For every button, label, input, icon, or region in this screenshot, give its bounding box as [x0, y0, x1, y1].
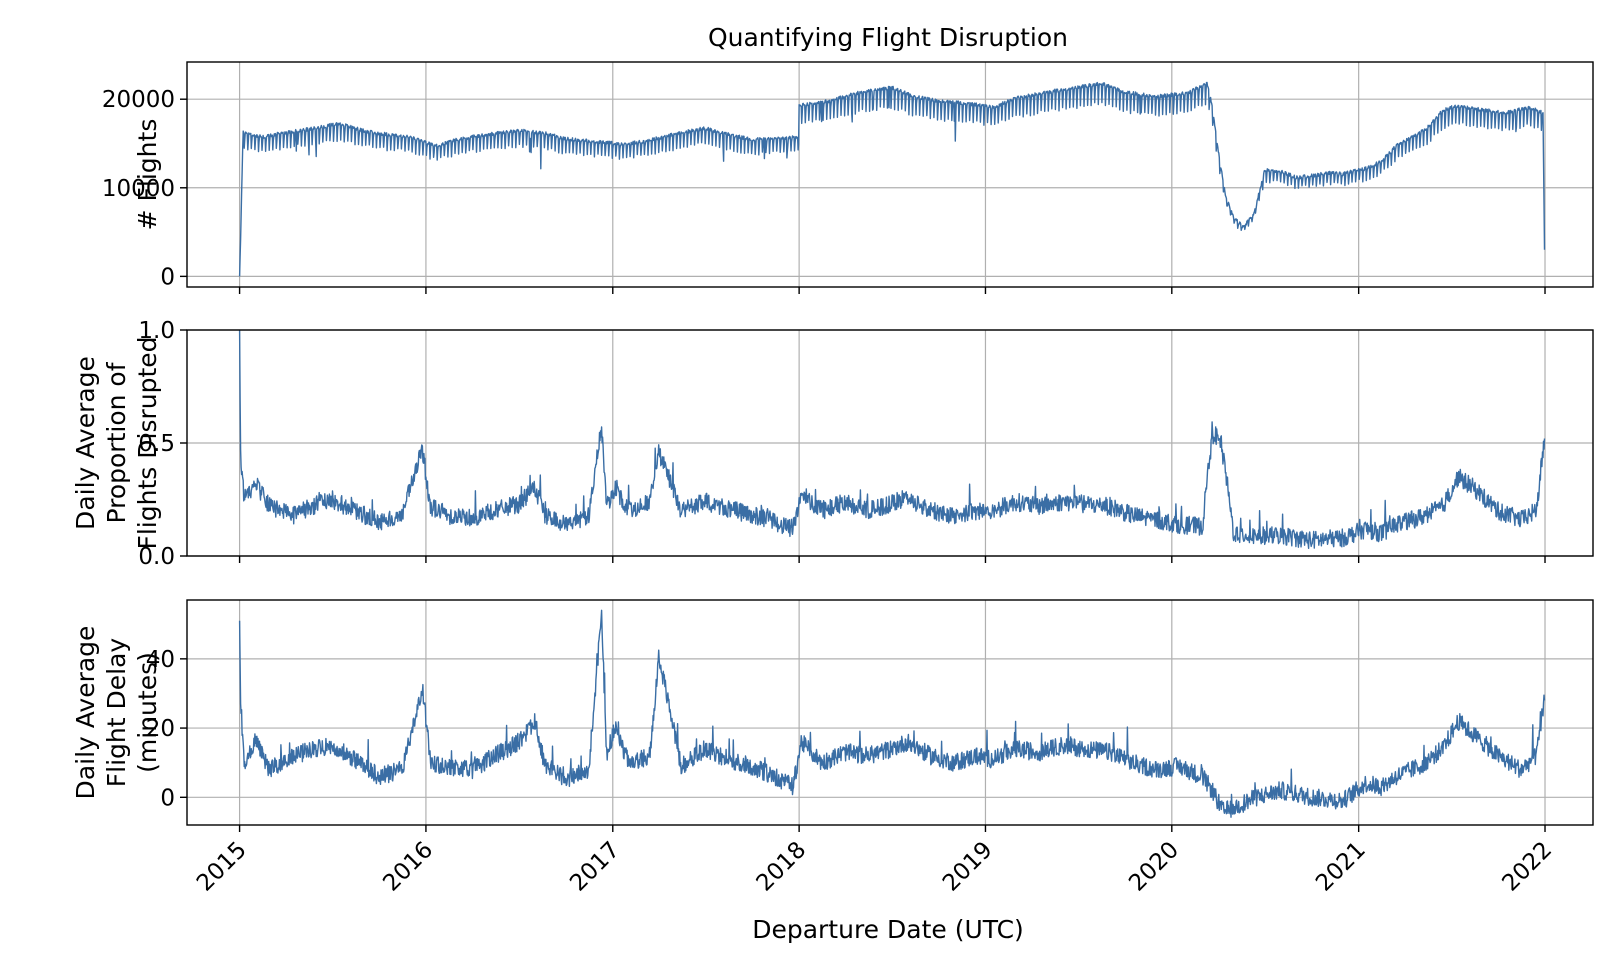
y-axis-label: Daily AverageFlight Delay(minutes) [71, 626, 162, 800]
x-tick-label: 2017 [565, 837, 625, 897]
x-tick-label: 2020 [1124, 837, 1184, 897]
y-axis-label-line: Daily Average [71, 356, 100, 530]
panel-delay: 0 20 40 Daily AverageFlight Delay(minutes) [71, 599, 1594, 832]
x-axis-label: Departure Date (UTC) [752, 915, 1024, 944]
chart-title: Quantifying Flight Disruption [708, 23, 1068, 52]
x-tick-label: 2016 [378, 837, 438, 897]
y-tick-label: 0.0 [138, 544, 175, 570]
y-tick-label: 20000 [102, 87, 175, 113]
y-axis-label: # Flights [133, 119, 162, 231]
x-tick-labels: 2015 2016 2017 2018 2019 2020 2021 2022 [192, 837, 1557, 897]
y-axis-label-line: (minutes) [133, 652, 162, 773]
grid-lines [187, 600, 1593, 825]
axes-frame [186, 599, 1594, 826]
series-line-proportion [238, 329, 1546, 549]
panel-proportion: 0.0 0.5 1.0 Daily AverageProportion ofFlig… [71, 318, 1594, 570]
series-line-delay [238, 609, 1546, 818]
y-axis-label-line: Flights Disrupted [133, 336, 162, 549]
y-tick-label: 20 [146, 716, 175, 742]
y-tick-label: 1.0 [138, 318, 175, 344]
y-axis-label: Daily AverageProportion ofFlights Disrup… [71, 336, 162, 549]
y-tick-label: 40 [146, 647, 175, 673]
series-line-flights [238, 81, 1546, 277]
x-tick-label: 2018 [752, 837, 812, 897]
y-axis-label-line: # Flights [133, 119, 162, 231]
y-axis-label-line: Daily Average [71, 626, 100, 800]
y-tick-labels: 0 10000 20000 [102, 87, 175, 290]
x-tick-label: 2015 [192, 837, 252, 897]
x-tick-label: 2019 [938, 837, 998, 897]
grid-lines [187, 62, 1593, 287]
y-tick-label: 10000 [102, 176, 175, 202]
y-axis-label-line: Proportion of [102, 361, 131, 523]
y-tick-label: 0 [160, 264, 175, 290]
x-tick-label: 2022 [1497, 837, 1557, 897]
y-tick-label: 0.5 [138, 431, 175, 457]
tick-marks [180, 98, 1546, 294]
y-axis-label-line: Flight Delay [102, 638, 131, 788]
tick-marks [180, 658, 1546, 832]
y-tick-labels: 0.0 0.5 1.0 [138, 318, 175, 570]
y-tick-label: 0 [160, 785, 175, 811]
y-tick-labels: 0 20 40 [146, 647, 175, 811]
grid-lines [187, 329, 1593, 557]
x-tick-label: 2021 [1311, 837, 1371, 897]
panel-flights: 0 10000 20000 # Flights [102, 61, 1594, 294]
axes-frame [186, 61, 1594, 288]
tick-marks [180, 329, 1546, 563]
